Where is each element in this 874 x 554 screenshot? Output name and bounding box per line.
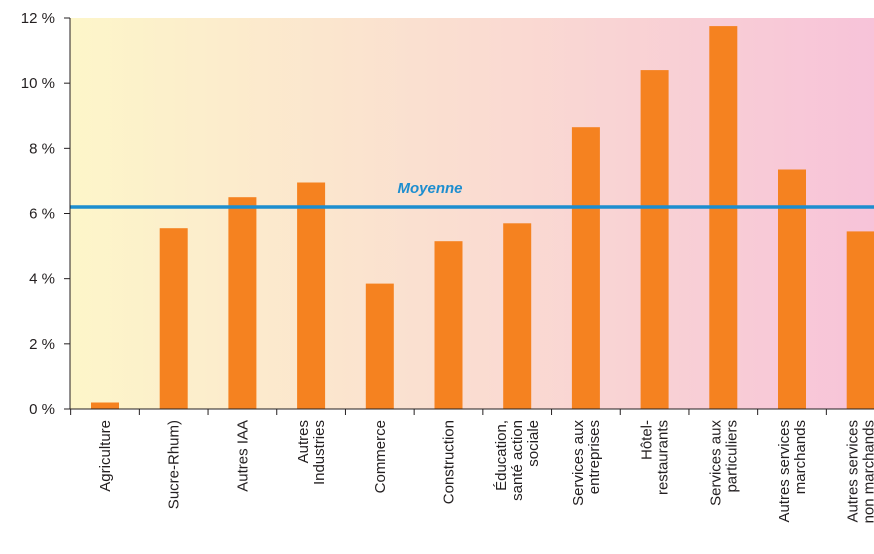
category-label: Autres IAA	[234, 420, 251, 492]
bar	[571, 127, 600, 409]
y-tick-label: 8 %	[29, 140, 55, 157]
y-tick-label: 10 %	[21, 75, 55, 92]
category-label: Hôtel-	[639, 420, 656, 460]
bar	[778, 169, 806, 409]
category-label: Industries	[311, 420, 328, 485]
category-label: Éducation,	[493, 420, 510, 491]
bar	[709, 26, 738, 409]
y-tick-label: 12 %	[21, 10, 55, 27]
category-label: particuliers	[723, 420, 740, 493]
category-label: restaurants	[655, 420, 672, 495]
bars-group	[91, 26, 874, 409]
category-label: Services aux	[570, 420, 587, 506]
plot-background	[70, 18, 874, 409]
bar	[159, 228, 188, 409]
bar	[297, 182, 326, 409]
bar	[228, 197, 257, 409]
y-tick-label: 4 %	[29, 271, 55, 288]
category-label: non marchands	[861, 420, 874, 523]
x-axis-labels: Agriculture Sucre-Rhum) Autres IAA Autres In…	[70, 409, 874, 523]
y-axis-ticks: 0 % 2 % 4 % 6 % 8 % 10 % 12 %	[21, 10, 70, 418]
bar	[91, 402, 119, 409]
y-tick-label: 0 %	[29, 401, 55, 418]
bar	[503, 223, 532, 409]
category-label: Autres	[295, 420, 312, 463]
category-label: sociale	[525, 420, 542, 467]
bar	[640, 70, 669, 409]
category-label: Construction	[441, 420, 458, 504]
category-label: entreprises	[586, 420, 603, 494]
bar	[434, 241, 463, 409]
category-label: Sucre-Rhum)	[166, 420, 183, 509]
y-tick-label: 2 %	[29, 336, 55, 353]
category-label: santé action	[509, 420, 526, 501]
category-label: Autres services	[845, 420, 862, 523]
category-label: Commerce	[372, 420, 389, 493]
category-label: Agriculture	[97, 420, 114, 492]
bar	[846, 231, 874, 409]
category-label: marchands	[792, 420, 809, 494]
average-label: Moyenne	[397, 180, 462, 197]
y-tick-label: 6 %	[29, 206, 55, 223]
bar	[365, 283, 394, 409]
category-label: Autres services	[776, 420, 793, 523]
category-label: Services aux	[707, 420, 724, 506]
